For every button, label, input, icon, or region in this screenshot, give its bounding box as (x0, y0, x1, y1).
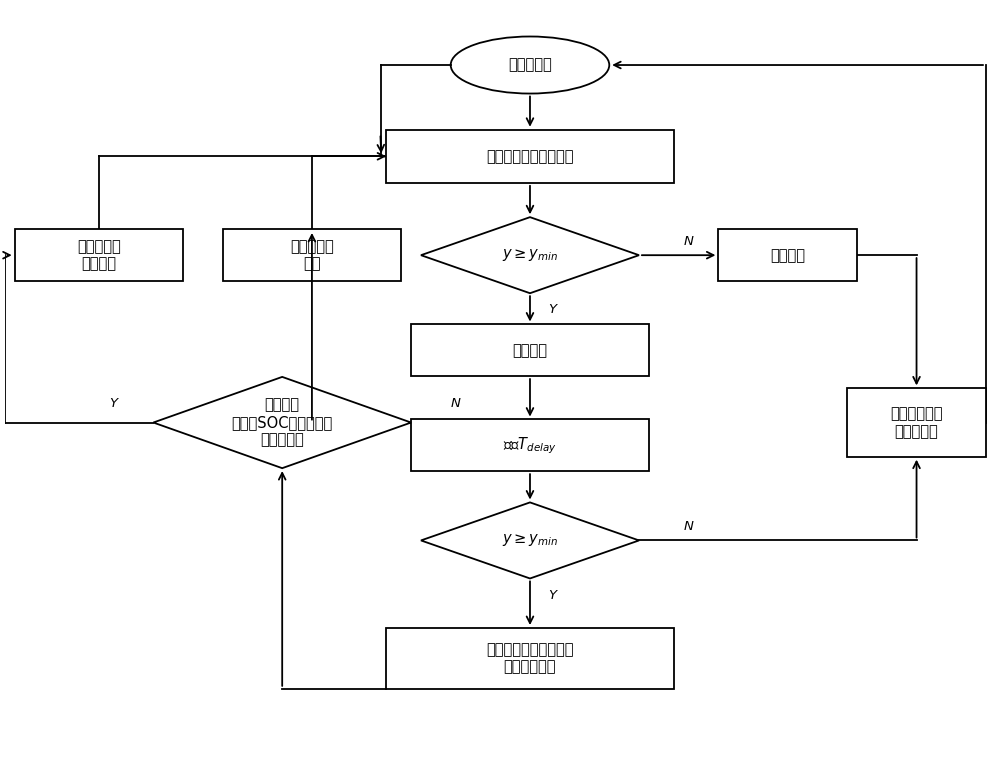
Text: 分时调节: 分时调节 (512, 343, 547, 358)
Polygon shape (421, 502, 639, 578)
Text: 系统健康状态评估模型: 系统健康状态评估模型 (486, 148, 574, 164)
Bar (847, 388, 986, 457)
Text: Y: Y (548, 304, 556, 317)
Bar (386, 628, 674, 689)
Text: N: N (684, 235, 694, 248)
Text: 维持前一刻控
制策略不变: 维持前一刻控 制策略不变 (890, 406, 943, 439)
Text: $y \geq y_{min}$: $y \geq y_{min}$ (502, 532, 558, 548)
Text: N: N (451, 397, 461, 410)
Bar (223, 229, 401, 281)
Text: 分级调节: 分级调节 (770, 248, 805, 263)
Text: 获得主电源控制权，切
换至下垂控制: 获得主电源控制权，切 换至下垂控制 (486, 642, 574, 674)
Polygon shape (153, 377, 411, 468)
Text: 退出主电源
运行模式: 退出主电源 运行模式 (77, 239, 121, 271)
Text: $y \geq y_{min}$: $y \geq y_{min}$ (502, 247, 558, 263)
Bar (411, 325, 649, 376)
Text: Y: Y (548, 589, 556, 601)
Text: N: N (684, 521, 694, 533)
Text: Y: Y (110, 397, 118, 410)
Text: 本地电气量: 本地电气量 (508, 58, 552, 72)
Bar (411, 420, 649, 471)
Text: 功率是否
越线？SOC是否超出正
常运行范围: 功率是否 越线？SOC是否超出正 常运行范围 (232, 398, 333, 448)
Text: 退避$T_{delay}$: 退避$T_{delay}$ (503, 435, 557, 456)
Bar (15, 229, 183, 281)
Polygon shape (421, 217, 639, 293)
Bar (718, 229, 857, 281)
Text: 维持主电源
地位: 维持主电源 地位 (290, 239, 334, 271)
Bar (386, 130, 674, 183)
